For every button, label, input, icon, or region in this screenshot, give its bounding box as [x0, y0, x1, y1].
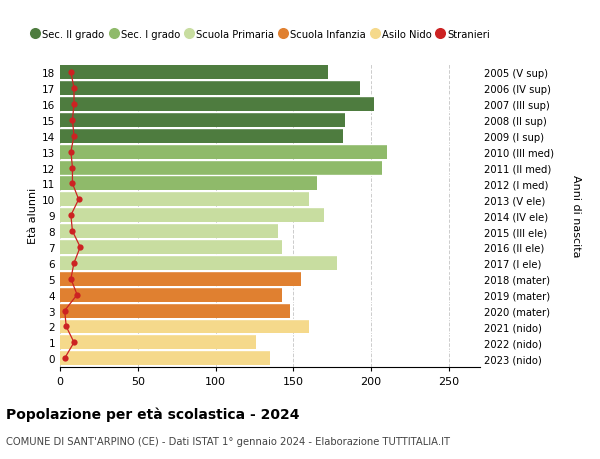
Bar — [60, 98, 374, 112]
Y-axis label: Anni di nascita: Anni di nascita — [571, 174, 581, 257]
Text: COMUNE DI SANT'ARPINO (CE) - Dati ISTAT 1° gennaio 2024 - Elaborazione TUTTITALI: COMUNE DI SANT'ARPINO (CE) - Dati ISTAT … — [6, 436, 450, 446]
Bar — [60, 224, 278, 239]
Y-axis label: Età alunni: Età alunni — [28, 188, 38, 244]
Bar — [60, 161, 382, 175]
Bar — [60, 256, 337, 270]
Legend: Sec. II grado, Sec. I grado, Scuola Primaria, Scuola Infanzia, Asilo Nido, Stran: Sec. II grado, Sec. I grado, Scuola Prim… — [31, 30, 490, 40]
Bar — [60, 209, 325, 223]
Text: Popolazione per età scolastica - 2024: Popolazione per età scolastica - 2024 — [6, 406, 299, 421]
Bar — [60, 82, 360, 96]
Bar — [60, 113, 344, 128]
Bar — [60, 241, 283, 254]
Bar — [60, 146, 386, 159]
Bar — [60, 129, 343, 143]
Bar — [60, 288, 283, 302]
Bar — [60, 193, 309, 207]
Bar — [60, 66, 328, 80]
Bar — [60, 304, 290, 318]
Bar — [60, 177, 317, 191]
Bar — [60, 320, 309, 334]
Bar — [60, 272, 301, 286]
Bar — [60, 336, 256, 350]
Bar — [60, 352, 270, 365]
